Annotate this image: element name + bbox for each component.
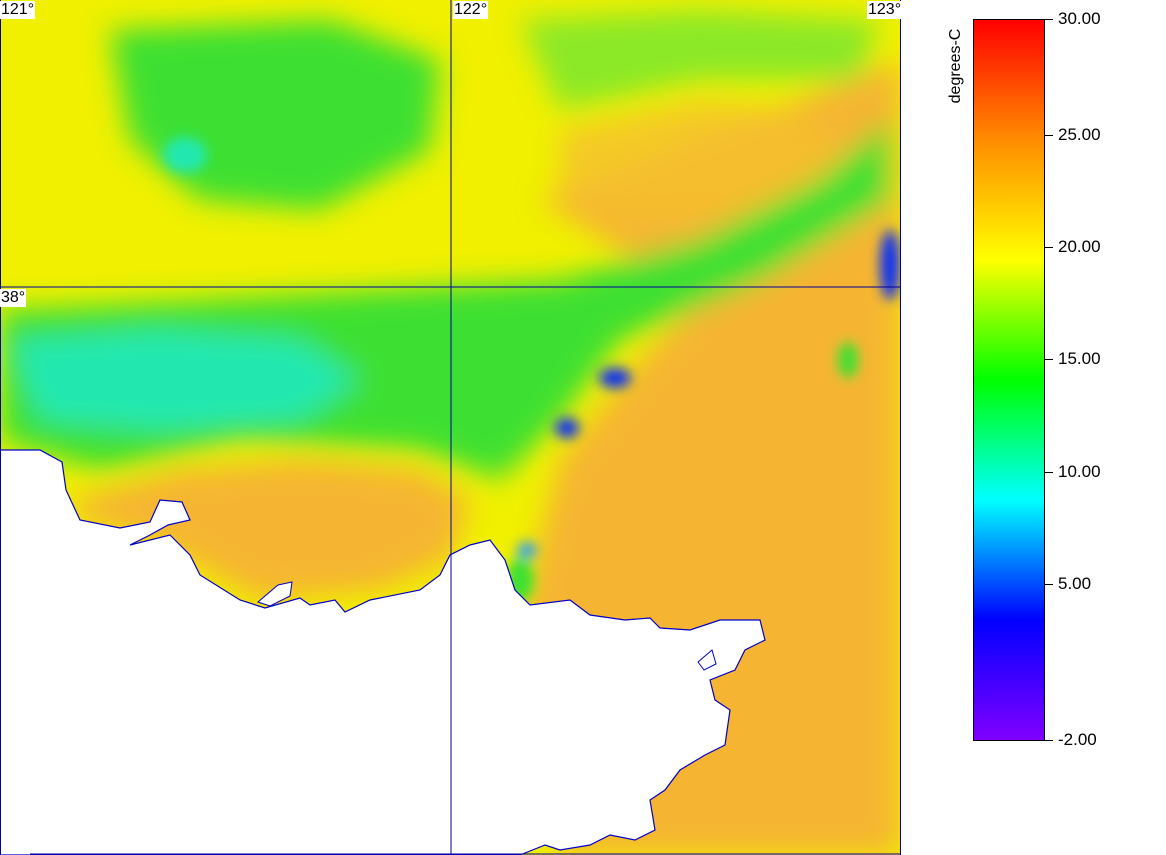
sst-map-canvas	[0, 0, 901, 855]
island-b	[697, 649, 717, 671]
cool-region-northeast	[520, 10, 880, 110]
cold-spot-c	[517, 542, 537, 558]
colorbar-units-label: degrees-C	[947, 28, 964, 104]
graticule	[0, 0, 901, 855]
warm-region-south	[70, 460, 470, 600]
warm-region-north	[560, 100, 850, 220]
colorbar	[973, 19, 1045, 741]
colorbar-tick-mark	[1045, 247, 1053, 248]
land	[0, 449, 766, 855]
colorbar-tick-mark	[1045, 472, 1053, 473]
colorbar-tick-label: 15.00	[1058, 349, 1101, 368]
lon-label-123: 123°	[867, 1, 903, 19]
lat-label-38: 38°	[0, 289, 27, 307]
colorbar-tick-label: 30.00	[1058, 9, 1101, 28]
cold-spot-a	[599, 368, 631, 388]
colorbar-tick-mark	[1045, 19, 1053, 20]
cold-spot-b	[555, 418, 579, 438]
cold-region-west	[10, 330, 360, 430]
colorbar-tick-mark	[1045, 135, 1053, 136]
island-a	[257, 581, 293, 607]
lon-label-121: 121°	[0, 1, 36, 19]
land-west	[0, 449, 766, 855]
colorbar-tick-label: 5.00	[1058, 574, 1092, 593]
colorbar-tick-mark	[1045, 740, 1053, 741]
lon-label-122: 122°	[453, 1, 489, 19]
colorbar-tick-label: -2.00	[1058, 730, 1097, 749]
cool-spot-g	[163, 137, 207, 173]
sst-map: 121° 122° 123° 38°	[0, 0, 903, 855]
colorbar-tick-mark	[1045, 584, 1053, 585]
cool-spot-e	[838, 342, 858, 378]
colorbar-tick-label: 20.00	[1058, 237, 1101, 256]
colorbar-tick-mark	[1045, 359, 1053, 360]
colorbar-tick-label: 10.00	[1058, 462, 1101, 481]
colorbar-tick-label: 25.00	[1058, 125, 1101, 144]
cold-spot-d	[880, 230, 900, 300]
